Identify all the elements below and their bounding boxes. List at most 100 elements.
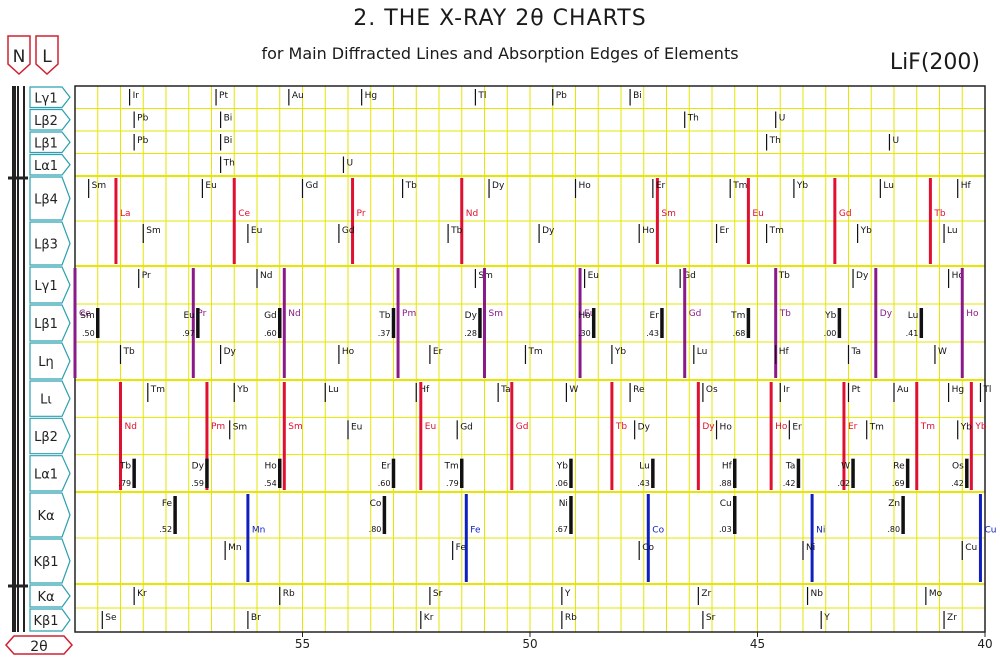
line-element: Kr — [137, 589, 147, 599]
line-element: Pr — [142, 271, 151, 281]
line-element: Fe — [456, 543, 467, 553]
line-element: Y — [823, 613, 830, 623]
line-element: Se — [105, 613, 117, 623]
edge-label: Pr — [357, 209, 366, 219]
x-tick-label: 45 — [750, 637, 765, 651]
line-element: Hf — [722, 462, 733, 472]
edge-label: Fe — [470, 526, 481, 536]
line-element: Sm — [233, 422, 247, 432]
series-badge-label: L — [42, 47, 52, 67]
line-value: .42 — [951, 479, 964, 488]
row-label-box — [29, 266, 71, 304]
line-element: Tm — [150, 385, 165, 395]
edge-label: Tb — [933, 209, 945, 219]
line-element: Nd — [260, 271, 272, 281]
line-value: .43 — [637, 479, 650, 488]
line-element: Tb — [123, 347, 135, 357]
edge-label: Ce — [238, 209, 250, 219]
line-element: Hg — [365, 91, 377, 101]
row-label: Lβ2 — [34, 114, 58, 129]
line-element: Eu — [351, 422, 362, 432]
line-element: Mo — [929, 589, 943, 599]
line-element: Au — [292, 91, 304, 101]
line-element: Dy — [465, 311, 478, 321]
row-label: Lβ3 — [34, 238, 58, 253]
line-element: Er — [650, 311, 660, 321]
line-element: Tb — [450, 226, 462, 236]
line-element: Tb — [119, 462, 131, 472]
line-element: Ni — [806, 543, 815, 553]
line-element: Sr — [433, 589, 443, 599]
line-element: Yb — [860, 226, 872, 236]
row-label-box — [29, 538, 71, 584]
line-element: Hf — [961, 181, 972, 191]
line-value: .37 — [378, 329, 391, 338]
edge-label: Nd — [125, 422, 137, 432]
x-tick-label: 50 — [522, 637, 537, 651]
row-label: Lη — [38, 355, 53, 370]
line-value: .52 — [159, 525, 172, 534]
line-element: Lu — [328, 385, 339, 395]
line-value: .59 — [191, 479, 204, 488]
line-element: Dy — [492, 181, 505, 191]
edge-label: Gd — [516, 422, 529, 432]
line-value: .67 — [555, 525, 568, 534]
row-label: Lβ2 — [34, 430, 58, 445]
edge-label: Er — [848, 422, 858, 432]
line-element: Os — [952, 462, 964, 472]
line-element: Dy — [638, 422, 651, 432]
line-element: Th — [769, 136, 781, 146]
x-tick-label: 40 — [977, 637, 992, 651]
row-label-box — [29, 304, 71, 342]
line-element: Sr — [706, 613, 716, 623]
line-element: Lu — [697, 347, 708, 357]
edge-label: Pm — [211, 422, 225, 432]
row-label: Lγ1 — [34, 279, 57, 294]
line-value: .60 — [378, 479, 391, 488]
axis-badge — [4, 635, 74, 655]
row-label: Kβ1 — [33, 614, 58, 629]
x-tick-label: 55 — [295, 637, 310, 651]
row-label-box — [29, 492, 71, 538]
line-value: .97 — [182, 329, 195, 338]
row-label-box — [29, 584, 71, 608]
line-element: Co — [370, 499, 382, 509]
row-label-box — [29, 86, 71, 109]
line-element: Sm — [92, 181, 106, 191]
row-label: Kα — [37, 509, 54, 524]
line-element: Er — [792, 422, 802, 432]
line-element: Sm — [146, 226, 160, 236]
line-element: Eu — [251, 226, 262, 236]
row-label-box — [29, 153, 71, 176]
line-element: Yb — [796, 181, 808, 191]
line-value: .68 — [733, 329, 746, 338]
edge-label: La — [120, 209, 131, 219]
line-element: Nb — [811, 589, 824, 599]
row-label-box — [29, 608, 71, 632]
edge-label: Sm — [489, 309, 503, 319]
line-element: Rb — [565, 613, 577, 623]
row-label: Lα1 — [34, 467, 58, 482]
line-element: Os — [706, 385, 718, 395]
line-element: Ho — [264, 462, 277, 472]
line-element: Er — [656, 181, 666, 191]
row-label: Kα — [37, 590, 54, 605]
line-element: Rb — [283, 589, 295, 599]
series-bar — [12, 86, 16, 632]
line-element: Ni — [559, 499, 568, 509]
line-value: .42 — [783, 479, 796, 488]
line-element: W — [938, 347, 947, 357]
edge-label: Ce — [79, 309, 91, 319]
line-element: Gd — [306, 181, 319, 191]
line-element: Sm — [80, 311, 94, 321]
line-element: Ta — [500, 385, 511, 395]
line-element: Yb — [614, 347, 626, 357]
line-element: Gd — [264, 311, 277, 321]
line-element: Ho — [642, 226, 655, 236]
line-element: Lu — [883, 181, 894, 191]
line-element: Eu — [588, 271, 599, 281]
line-element: Mn — [228, 543, 241, 553]
edge-label: Ni — [816, 526, 825, 536]
crystal-label: LiF(200) — [889, 50, 980, 75]
line-element: W — [569, 385, 578, 395]
